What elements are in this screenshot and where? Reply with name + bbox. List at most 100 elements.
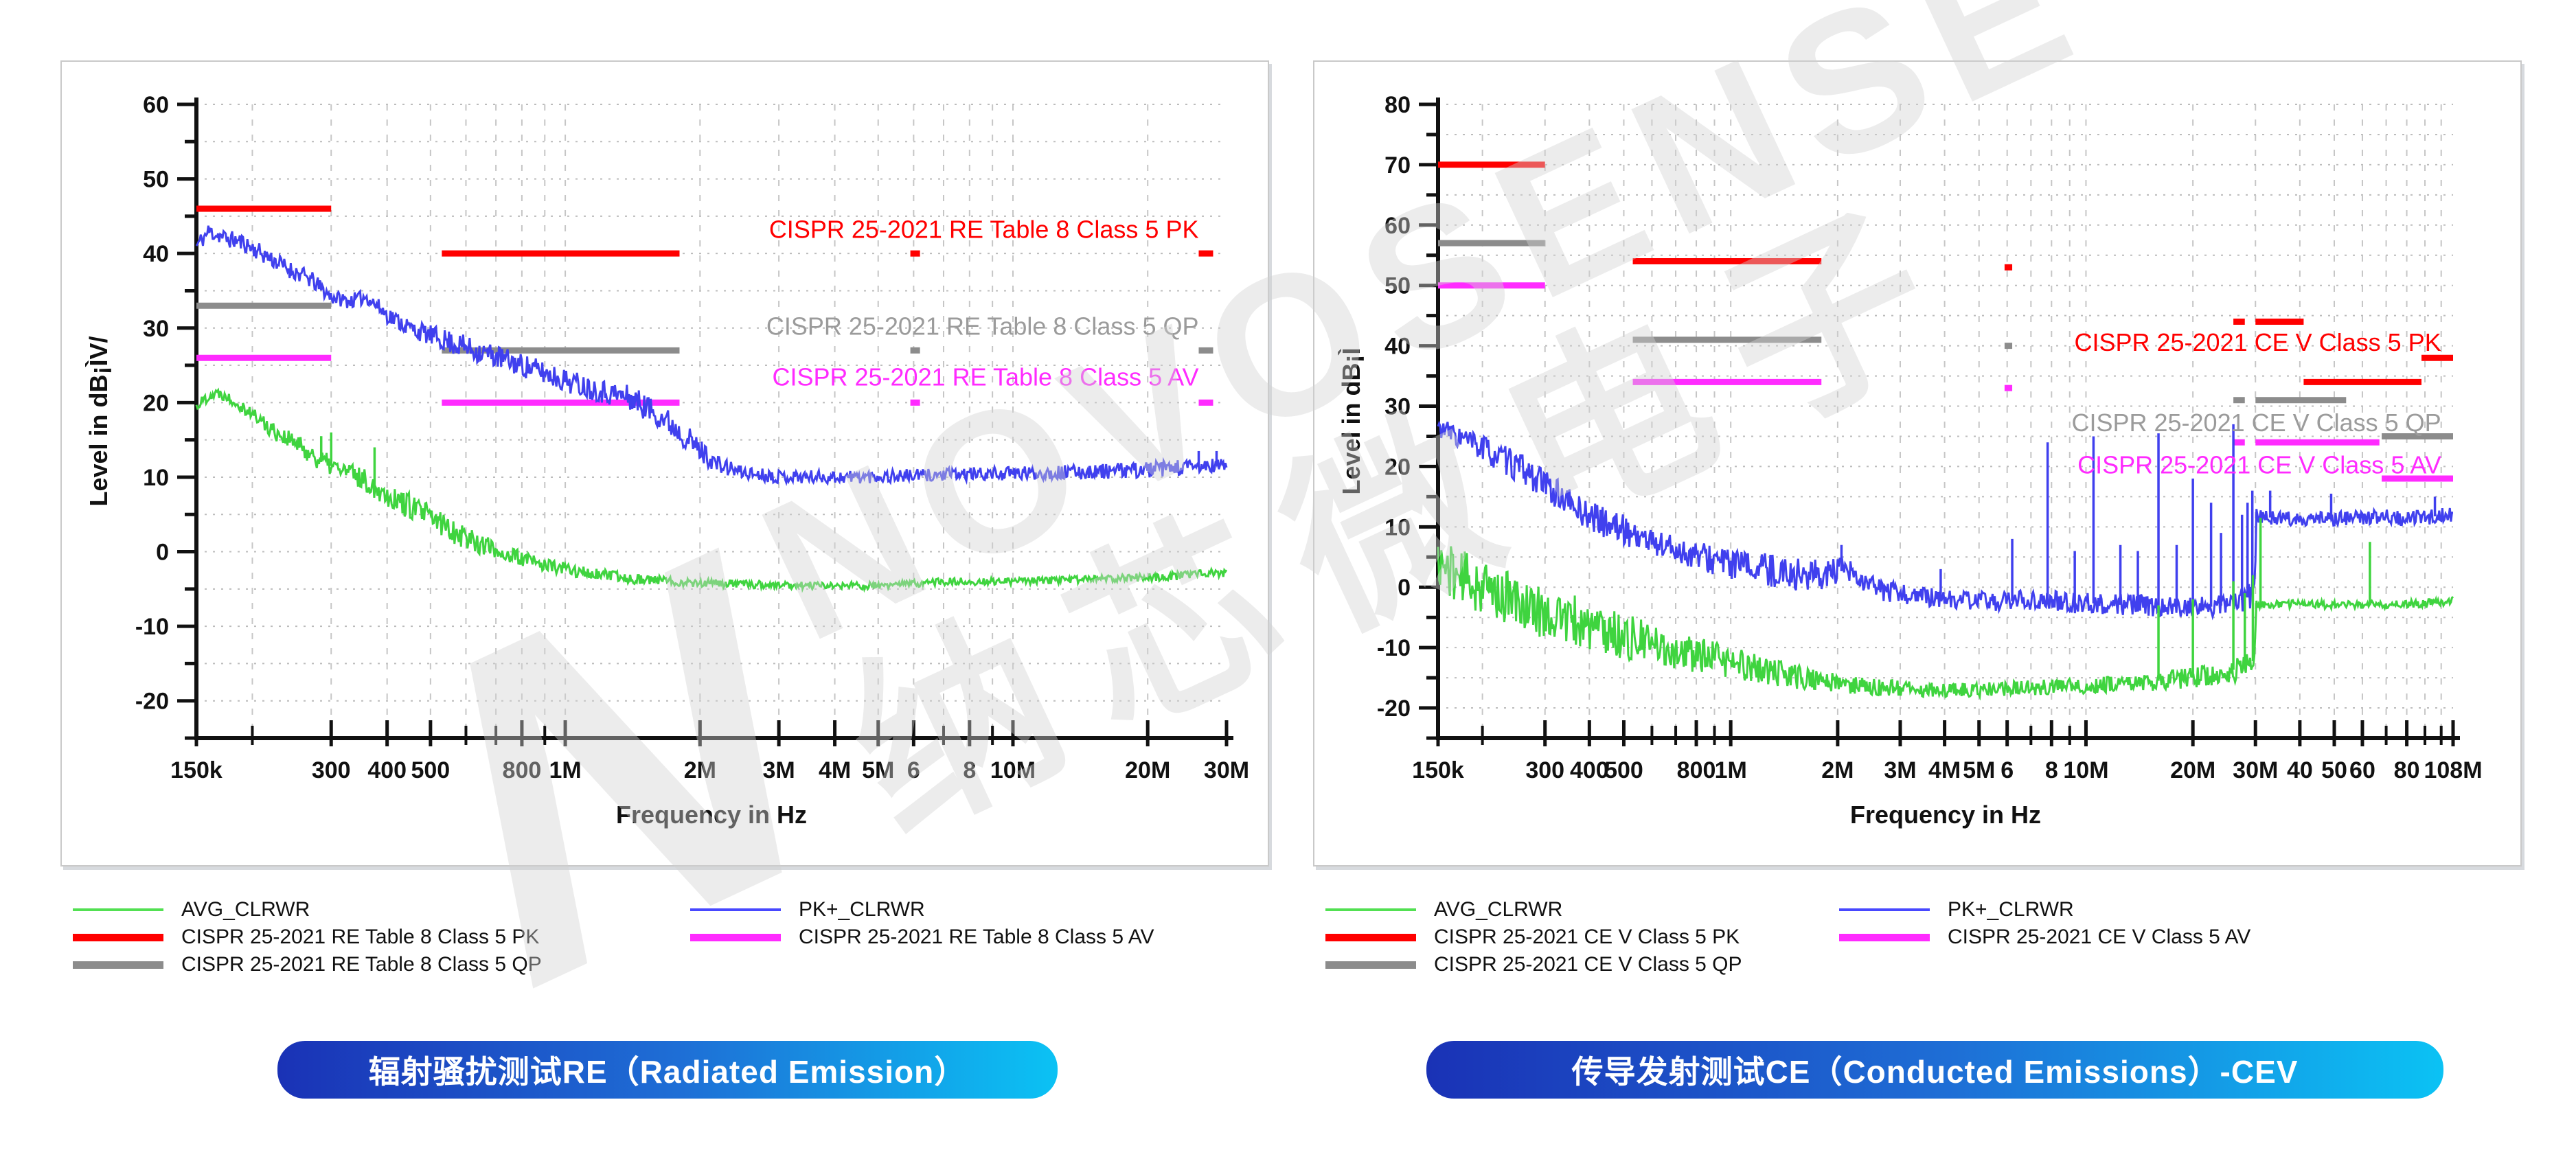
x-tick-label: 800 [503,757,542,783]
y-tick-label: 30 [1384,394,1411,420]
x-tick-label: 800 [1677,757,1716,783]
limit-annotation: CISPR 25-2021 CE V Class 5 QP [2071,409,2441,437]
x-tick-label: 3M [1884,757,1916,783]
y-tick-label: 30 [143,316,169,342]
legend-label: PK+_CLRWR [799,898,925,921]
x-tick-label: 8 [2045,757,2058,783]
x-tick-label: 20M [1125,757,1170,783]
x-tick-label: 6 [907,757,920,783]
avg-trace-swatch [73,908,163,911]
legend-label: AVG_CLRWR [181,898,310,921]
re-chart-panel: 60 50 40 30 20 10 0 -10 -20 150k 300 400 500 800 1M 2M 3… [60,60,1269,867]
legend-label: AVG_CLRWR [1434,898,1563,921]
y-tick-label: 60 [1384,213,1411,239]
y-tick-label: 40 [143,241,169,267]
legend-item-pk-limit: CISPR 25-2021 RE Table 8 Class 5 PK [73,926,539,949]
x-tick-label: 300 [312,757,351,783]
legend-item-qp-limit: CISPR 25-2021 RE Table 8 Class 5 QP [73,953,542,976]
x-tick-label: 1M [1715,757,1747,783]
av-limit-swatch [1839,933,1930,941]
y-tick-label: -10 [1377,635,1411,661]
legend-item-avg: AVG_CLRWR [73,898,310,921]
x-tick-label: 5M [1963,757,1995,783]
re-banner-label: 辐射骚扰测试RE（Radiated Emission） [277,1041,1058,1099]
x-tick-label: 3M [763,757,795,783]
x-tick-label: 50 [2321,757,2347,783]
x-tick-label: 80 [2394,757,2420,783]
y-tick-label: 70 [1384,152,1411,179]
pkplus-trace-swatch [690,908,781,911]
y-tick-label: -20 [1377,696,1411,722]
legend-label: CISPR 25-2021 RE Table 8 Class 5 QP [181,953,542,976]
qp-limit-swatch [73,961,163,969]
x-tick-label: 300 [1525,757,1564,783]
re-legend: AVG_CLRWR CISPR 25-2021 RE Table 8 Class… [60,890,1266,1027]
limit-annotation: CISPR 25-2021 RE Table 8 Class 5 PK [769,215,1199,243]
x-tick-label: 1M [549,757,581,783]
legend-item-pkplus: PK+_CLRWR [1839,898,2074,921]
trace-AVG_CLRWR [195,387,1228,593]
y-tick-label: 0 [1398,575,1411,601]
ce-chart-panel: 80 70 60 50 40 30 20 10 0 -10 -20 150k 300 400 500 800 1… [1313,60,2522,867]
x-tick-label: 20M [2170,757,2215,783]
ce-banner-label: 传导发射测试CE（Conducted Emissions）-CEV [1426,1041,2443,1099]
limit-annotation: CISPR 25-2021 RE Table 8 Class 5 QP [766,312,1199,341]
legend-item-pkplus: PK+_CLRWR [690,898,925,921]
y-axis-title: Level in dB¡ÌV/ [84,336,113,506]
x-tick-label: 40 [2287,757,2313,783]
y-tick-label: 10 [1384,514,1411,540]
x-tick-label: 2M [1821,757,1854,783]
qp-limit-swatch [1325,961,1416,969]
y-tick-label: 50 [143,167,169,193]
x-tick-label: 400 [367,757,407,783]
limit-annotation: CISPR 25-2021 CE V Class 5 AV [2077,451,2441,479]
x-tick-label: 108M [2424,757,2482,783]
x-tick-label: 500 [411,757,450,783]
avg-trace-swatch [1325,908,1416,911]
y-tick-label: 80 [1384,92,1411,118]
x-axis-title: Frequency in Hz [616,801,807,829]
legend-label: CISPR 25-2021 CE V Class 5 QP [1434,953,1742,976]
pkplus-trace-swatch [1839,908,1930,911]
x-tick-label: 150k [170,757,223,783]
x-tick-label: 30M [1204,757,1249,783]
legend-label: CISPR 25-2021 RE Table 8 Class 5 AV [799,926,1154,948]
legend-item-avg: AVG_CLRWR [1325,898,1562,921]
legend-item-av-limit: CISPR 25-2021 CE V Class 5 AV [1839,926,2250,949]
av-limit-swatch [690,933,781,941]
y-tick-label: 60 [143,92,169,118]
x-tick-label: 10M [2063,757,2108,783]
trace-AVG_CLRWR [1437,546,2454,701]
legend-item-qp-limit: CISPR 25-2021 CE V Class 5 QP [1325,953,1742,976]
legend-item-pk-limit: CISPR 25-2021 CE V Class 5 PK [1325,926,1740,949]
x-axis-title: Frequency in Hz [1850,801,2041,829]
y-tick-label: 50 [1384,273,1411,299]
y-axis-title: Level in dB¡Ì [1337,347,1365,494]
y-tick-label: 10 [143,465,169,491]
y-tick-label: -20 [135,689,169,715]
x-tick-label: 4M [819,757,851,783]
y-tick-label: -10 [135,614,169,640]
legend-label: CISPR 25-2021 CE V Class 5 PK [1434,926,1740,948]
legend-label: CISPR 25-2021 RE Table 8 Class 5 PK [181,926,540,948]
re-chart-canvas: 60 50 40 30 20 10 0 -10 -20 150k 300 400 500 800 1M 2M 3… [84,92,1249,829]
x-tick-label: 60 [2349,757,2375,783]
legend-label: PK+_CLRWR [1948,898,2074,921]
legend-item-av-limit: CISPR 25-2021 RE Table 8 Class 5 AV [690,926,1154,949]
x-tick-label: 30M [2233,757,2278,783]
x-tick-label: 6 [2001,757,2014,783]
x-tick-label: 10M [990,757,1036,783]
x-tick-label: 500 [1604,757,1643,783]
x-tick-label: 8 [963,757,976,783]
y-tick-label: 20 [143,390,169,416]
ce-legend: AVG_CLRWR CISPR 25-2021 CE V Class 5 PK … [1313,890,2519,1027]
pk-limit-swatch [73,933,163,941]
legend-label: CISPR 25-2021 CE V Class 5 AV [1948,926,2251,948]
y-tick-label: 20 [1384,454,1411,480]
trace-PK+_CLRWR [195,225,1228,486]
x-tick-label: 150k [1412,757,1464,783]
limit-annotation: CISPR 25-2021 RE Table 8 Class 5 AV [772,363,1198,391]
x-tick-label: 2M [684,757,716,783]
y-tick-label: 0 [156,540,169,566]
